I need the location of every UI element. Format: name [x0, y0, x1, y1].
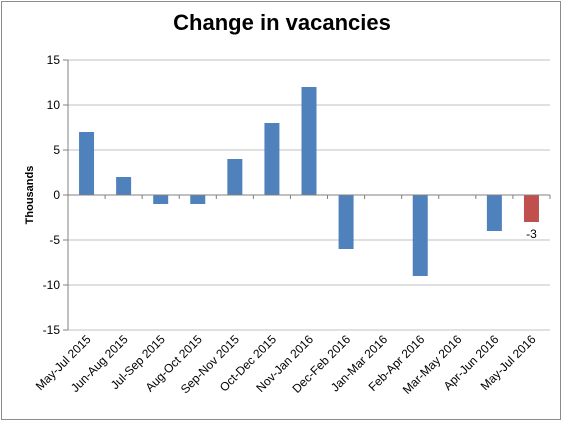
bar-7: [301, 87, 317, 195]
bar-4: [190, 195, 206, 204]
y-tick-label: 5: [53, 143, 60, 157]
bar-8: [338, 195, 354, 249]
y-axis-label: Thousands: [24, 166, 36, 225]
y-tick-label: -5: [49, 233, 60, 247]
bar-2: [116, 177, 132, 195]
bar-12: [486, 195, 502, 231]
bar-10: [412, 195, 428, 276]
chart-title: Change in vacancies: [173, 10, 391, 35]
y-tick-label: 0: [53, 188, 60, 202]
y-tick-label: 15: [47, 53, 61, 67]
y-tick-label: -15: [43, 323, 61, 337]
bar-1: [79, 132, 95, 195]
bar-13: [523, 195, 539, 222]
bar-6: [264, 123, 280, 195]
bar-5: [227, 159, 243, 195]
bar-3: [153, 195, 169, 204]
y-tick-label: -10: [43, 278, 61, 292]
data-label: -3: [526, 227, 537, 241]
y-tick-label: 10: [47, 98, 61, 112]
